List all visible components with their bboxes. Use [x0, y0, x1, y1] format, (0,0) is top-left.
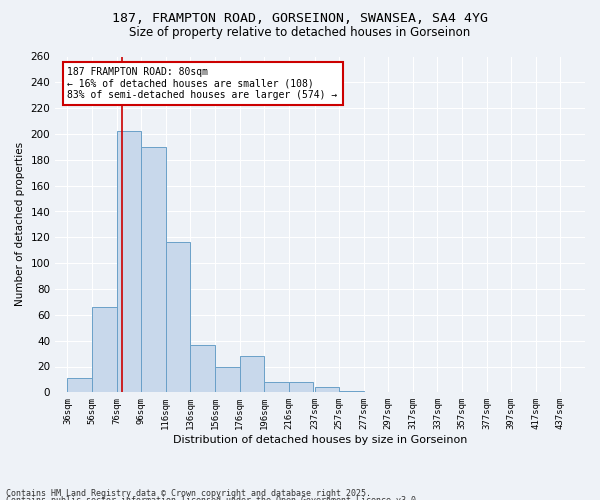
X-axis label: Distribution of detached houses by size in Gorseinon: Distribution of detached houses by size … — [173, 435, 467, 445]
Bar — [314, 387, 339, 392]
Bar — [141, 147, 166, 392]
Text: Contains HM Land Registry data © Crown copyright and database right 2025.: Contains HM Land Registry data © Crown c… — [6, 488, 371, 498]
Bar — [339, 391, 364, 392]
Bar — [215, 366, 239, 392]
Bar — [239, 356, 264, 393]
Bar — [116, 132, 141, 392]
Y-axis label: Number of detached properties: Number of detached properties — [15, 142, 25, 306]
Text: 187, FRAMPTON ROAD, GORSEINON, SWANSEA, SA4 4YG: 187, FRAMPTON ROAD, GORSEINON, SWANSEA, … — [112, 12, 488, 26]
Bar — [166, 242, 190, 392]
Bar — [190, 344, 215, 393]
Bar — [289, 382, 313, 392]
Bar — [92, 307, 116, 392]
Text: Size of property relative to detached houses in Gorseinon: Size of property relative to detached ho… — [130, 26, 470, 39]
Text: 187 FRAMPTON ROAD: 80sqm
← 16% of detached houses are smaller (108)
83% of semi-: 187 FRAMPTON ROAD: 80sqm ← 16% of detach… — [67, 67, 338, 100]
Bar — [264, 382, 289, 392]
Bar — [67, 378, 92, 392]
Text: Contains public sector information licensed under the Open Government Licence v3: Contains public sector information licen… — [6, 496, 421, 500]
